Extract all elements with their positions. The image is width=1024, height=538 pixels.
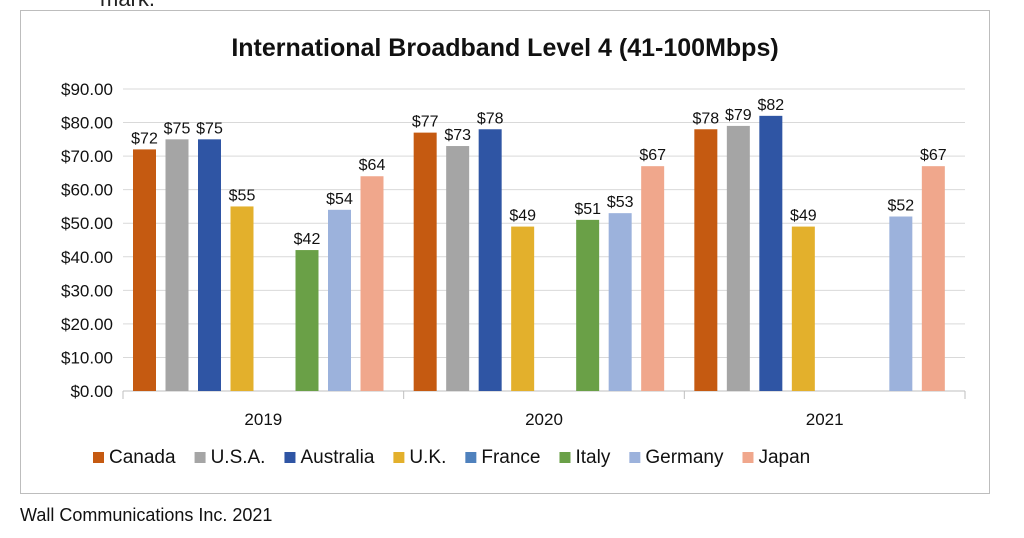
data-label: $53 [607, 194, 634, 211]
legend-swatch [465, 452, 477, 463]
bar [576, 219, 600, 391]
cut-off-text-fragment: mark. [100, 0, 155, 12]
bar [694, 129, 718, 391]
legend-swatch [629, 452, 641, 463]
bar [889, 216, 913, 391]
legend-label: Germany [645, 447, 724, 468]
x-tick-label: 2021 [806, 410, 844, 429]
data-label: $75 [164, 120, 191, 137]
legend-swatch [742, 452, 754, 463]
axes: $0.00 $10.00 $20.00 $30.00 $40.00 $50.00 $60.0… [61, 80, 966, 429]
y-tick-label: $40.00 [61, 248, 113, 267]
data-label: $51 [574, 201, 601, 218]
data-label: $73 [444, 127, 471, 144]
legend-label: Australia [300, 447, 374, 468]
data-label: $49 [790, 208, 817, 225]
data-label: $67 [920, 147, 947, 164]
chart-container: International Broadband Level 4 (41-100M… [20, 10, 990, 494]
data-label: $78 [477, 110, 504, 127]
legend-label: U.S.A. [211, 447, 266, 468]
legend-label: Canada [109, 447, 176, 468]
y-tick-label: $20.00 [61, 315, 113, 334]
data-label: $42 [294, 231, 321, 248]
bar [360, 176, 384, 391]
bar [198, 139, 221, 391]
bar [165, 139, 189, 391]
data-label: $64 [359, 157, 386, 174]
data-label: $77 [412, 114, 439, 131]
bar [133, 149, 156, 391]
bar [759, 115, 783, 391]
x-tick-label: 2020 [525, 410, 563, 429]
data-label: $75 [196, 120, 223, 137]
x-tick-label: 2019 [244, 410, 282, 429]
legend-swatch [93, 452, 104, 463]
bar [641, 166, 665, 391]
y-tick-label: $30.00 [61, 281, 113, 300]
bar [446, 146, 470, 391]
y-tick-label: $50.00 [61, 214, 113, 233]
bar [921, 166, 945, 391]
data-label: $55 [229, 187, 256, 204]
data-label: $49 [509, 208, 536, 225]
bar [413, 132, 437, 391]
y-tick-label: $80.00 [61, 114, 113, 133]
legend-swatch [559, 452, 571, 463]
bar [511, 226, 535, 391]
bar [791, 226, 815, 391]
y-tick-label: $70.00 [61, 147, 113, 166]
y-tick-label: $0.00 [70, 382, 113, 401]
data-label: $79 [725, 107, 752, 124]
data-label: $67 [639, 147, 666, 164]
bar [230, 206, 254, 391]
legend-label: U.K. [409, 447, 446, 468]
legend-swatch [393, 452, 405, 463]
data-label: $78 [692, 110, 719, 127]
bar [478, 129, 502, 391]
data-label: $52 [887, 198, 914, 215]
bar [295, 250, 319, 391]
data-label: $72 [131, 130, 158, 147]
y-tick-label: $60.00 [61, 181, 113, 200]
legend-label: Japan [758, 447, 810, 468]
source-note: Wall Communications Inc. 2021 [20, 505, 273, 525]
bar [608, 213, 632, 391]
chart-title: International Broadband Level 4 (41-100M… [231, 34, 778, 62]
data-labels: $72 $75 $75 $55 $42 $54 $64 $77 $73 $78 $49 $51 $53 $… [131, 97, 947, 248]
legend-label: Italy [575, 447, 610, 468]
data-label: $82 [757, 97, 784, 114]
bar [726, 125, 750, 392]
gridlines [123, 88, 965, 358]
y-tick-label: $10.00 [61, 348, 113, 367]
legend-swatch [194, 452, 206, 463]
bars [133, 115, 945, 392]
bar [328, 209, 351, 391]
legend-label: France [481, 447, 540, 468]
legend-swatch [284, 452, 296, 463]
y-tick-label: $90.00 [61, 80, 113, 99]
bar-chart: International Broadband Level 4 (41-100M… [61, 34, 966, 468]
data-label: $54 [326, 191, 353, 208]
legend: Canada U.S.A. Australia U.K. France Italy Germ… [93, 447, 810, 468]
